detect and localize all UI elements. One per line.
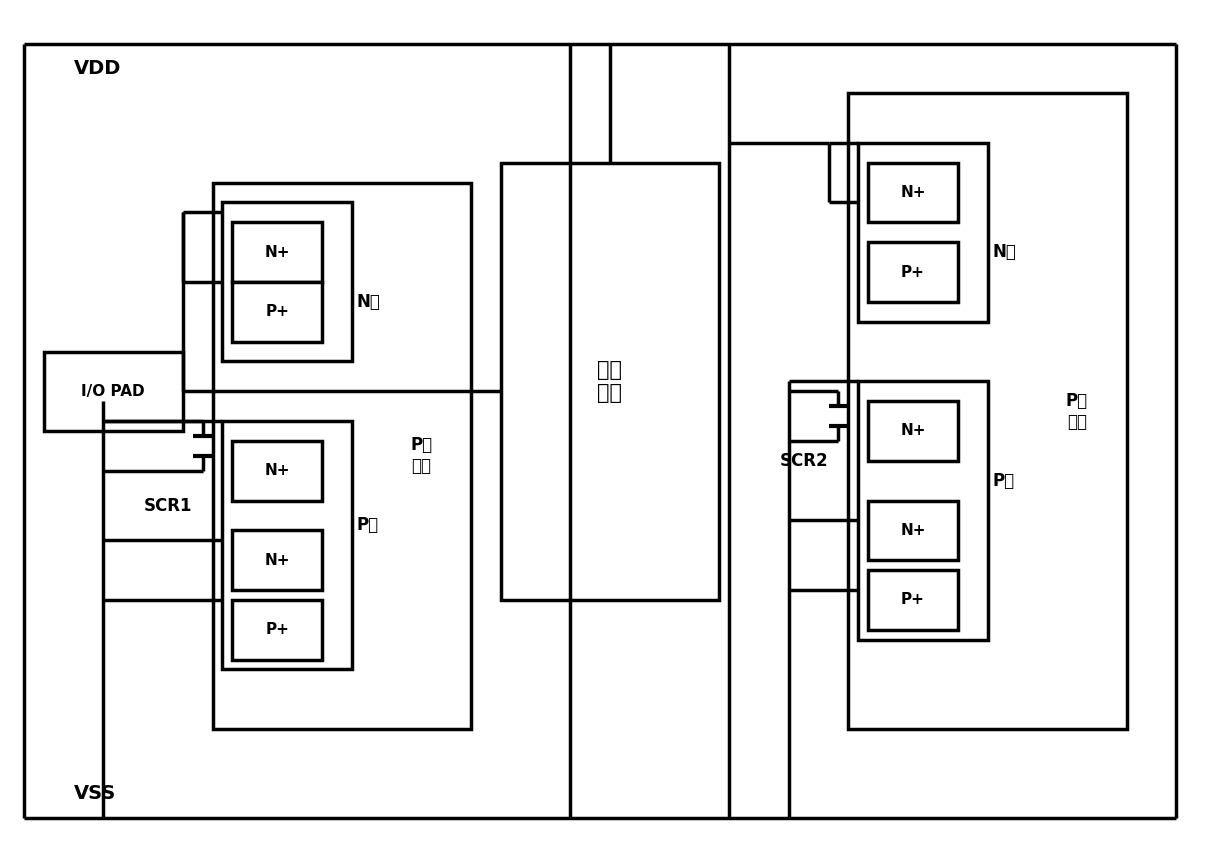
Text: SCR1: SCR1: [144, 497, 192, 515]
Bar: [232, 222, 321, 282]
Text: N+: N+: [900, 523, 925, 538]
Bar: [869, 163, 958, 222]
Text: P+: P+: [266, 623, 289, 637]
Text: N+: N+: [265, 463, 290, 478]
Text: P+: P+: [266, 304, 289, 319]
Text: N阱: N阱: [993, 243, 1016, 261]
Bar: [232, 530, 321, 590]
Bar: [232, 600, 321, 660]
Text: P+: P+: [901, 592, 925, 607]
Text: N+: N+: [900, 424, 925, 438]
Text: P+: P+: [901, 264, 925, 280]
Bar: [869, 242, 958, 302]
Bar: [232, 282, 321, 342]
Bar: [859, 143, 987, 322]
Bar: [869, 570, 958, 629]
Text: SCR2: SCR2: [780, 452, 829, 470]
Bar: [222, 421, 352, 670]
Text: N+: N+: [265, 553, 290, 567]
Bar: [869, 500, 958, 561]
Bar: [213, 183, 471, 729]
Text: VSS: VSS: [74, 784, 116, 803]
Text: I/O PAD: I/O PAD: [81, 384, 145, 399]
Text: 内部
电路: 内部 电路: [598, 360, 622, 403]
Bar: [500, 163, 719, 600]
Bar: [859, 381, 987, 640]
Bar: [43, 351, 182, 431]
Text: N+: N+: [265, 245, 290, 260]
Text: N阱: N阱: [356, 293, 381, 311]
Bar: [848, 93, 1127, 729]
Text: VDD: VDD: [74, 59, 121, 77]
Bar: [232, 441, 321, 500]
Text: P型
衬底: P型 衬底: [1065, 392, 1088, 430]
Bar: [222, 202, 352, 362]
Text: P型
衬底: P型 衬底: [411, 437, 432, 475]
Text: N+: N+: [900, 185, 925, 200]
Text: P阱: P阱: [993, 472, 1015, 490]
Bar: [869, 401, 958, 461]
Text: P阱: P阱: [356, 517, 379, 535]
